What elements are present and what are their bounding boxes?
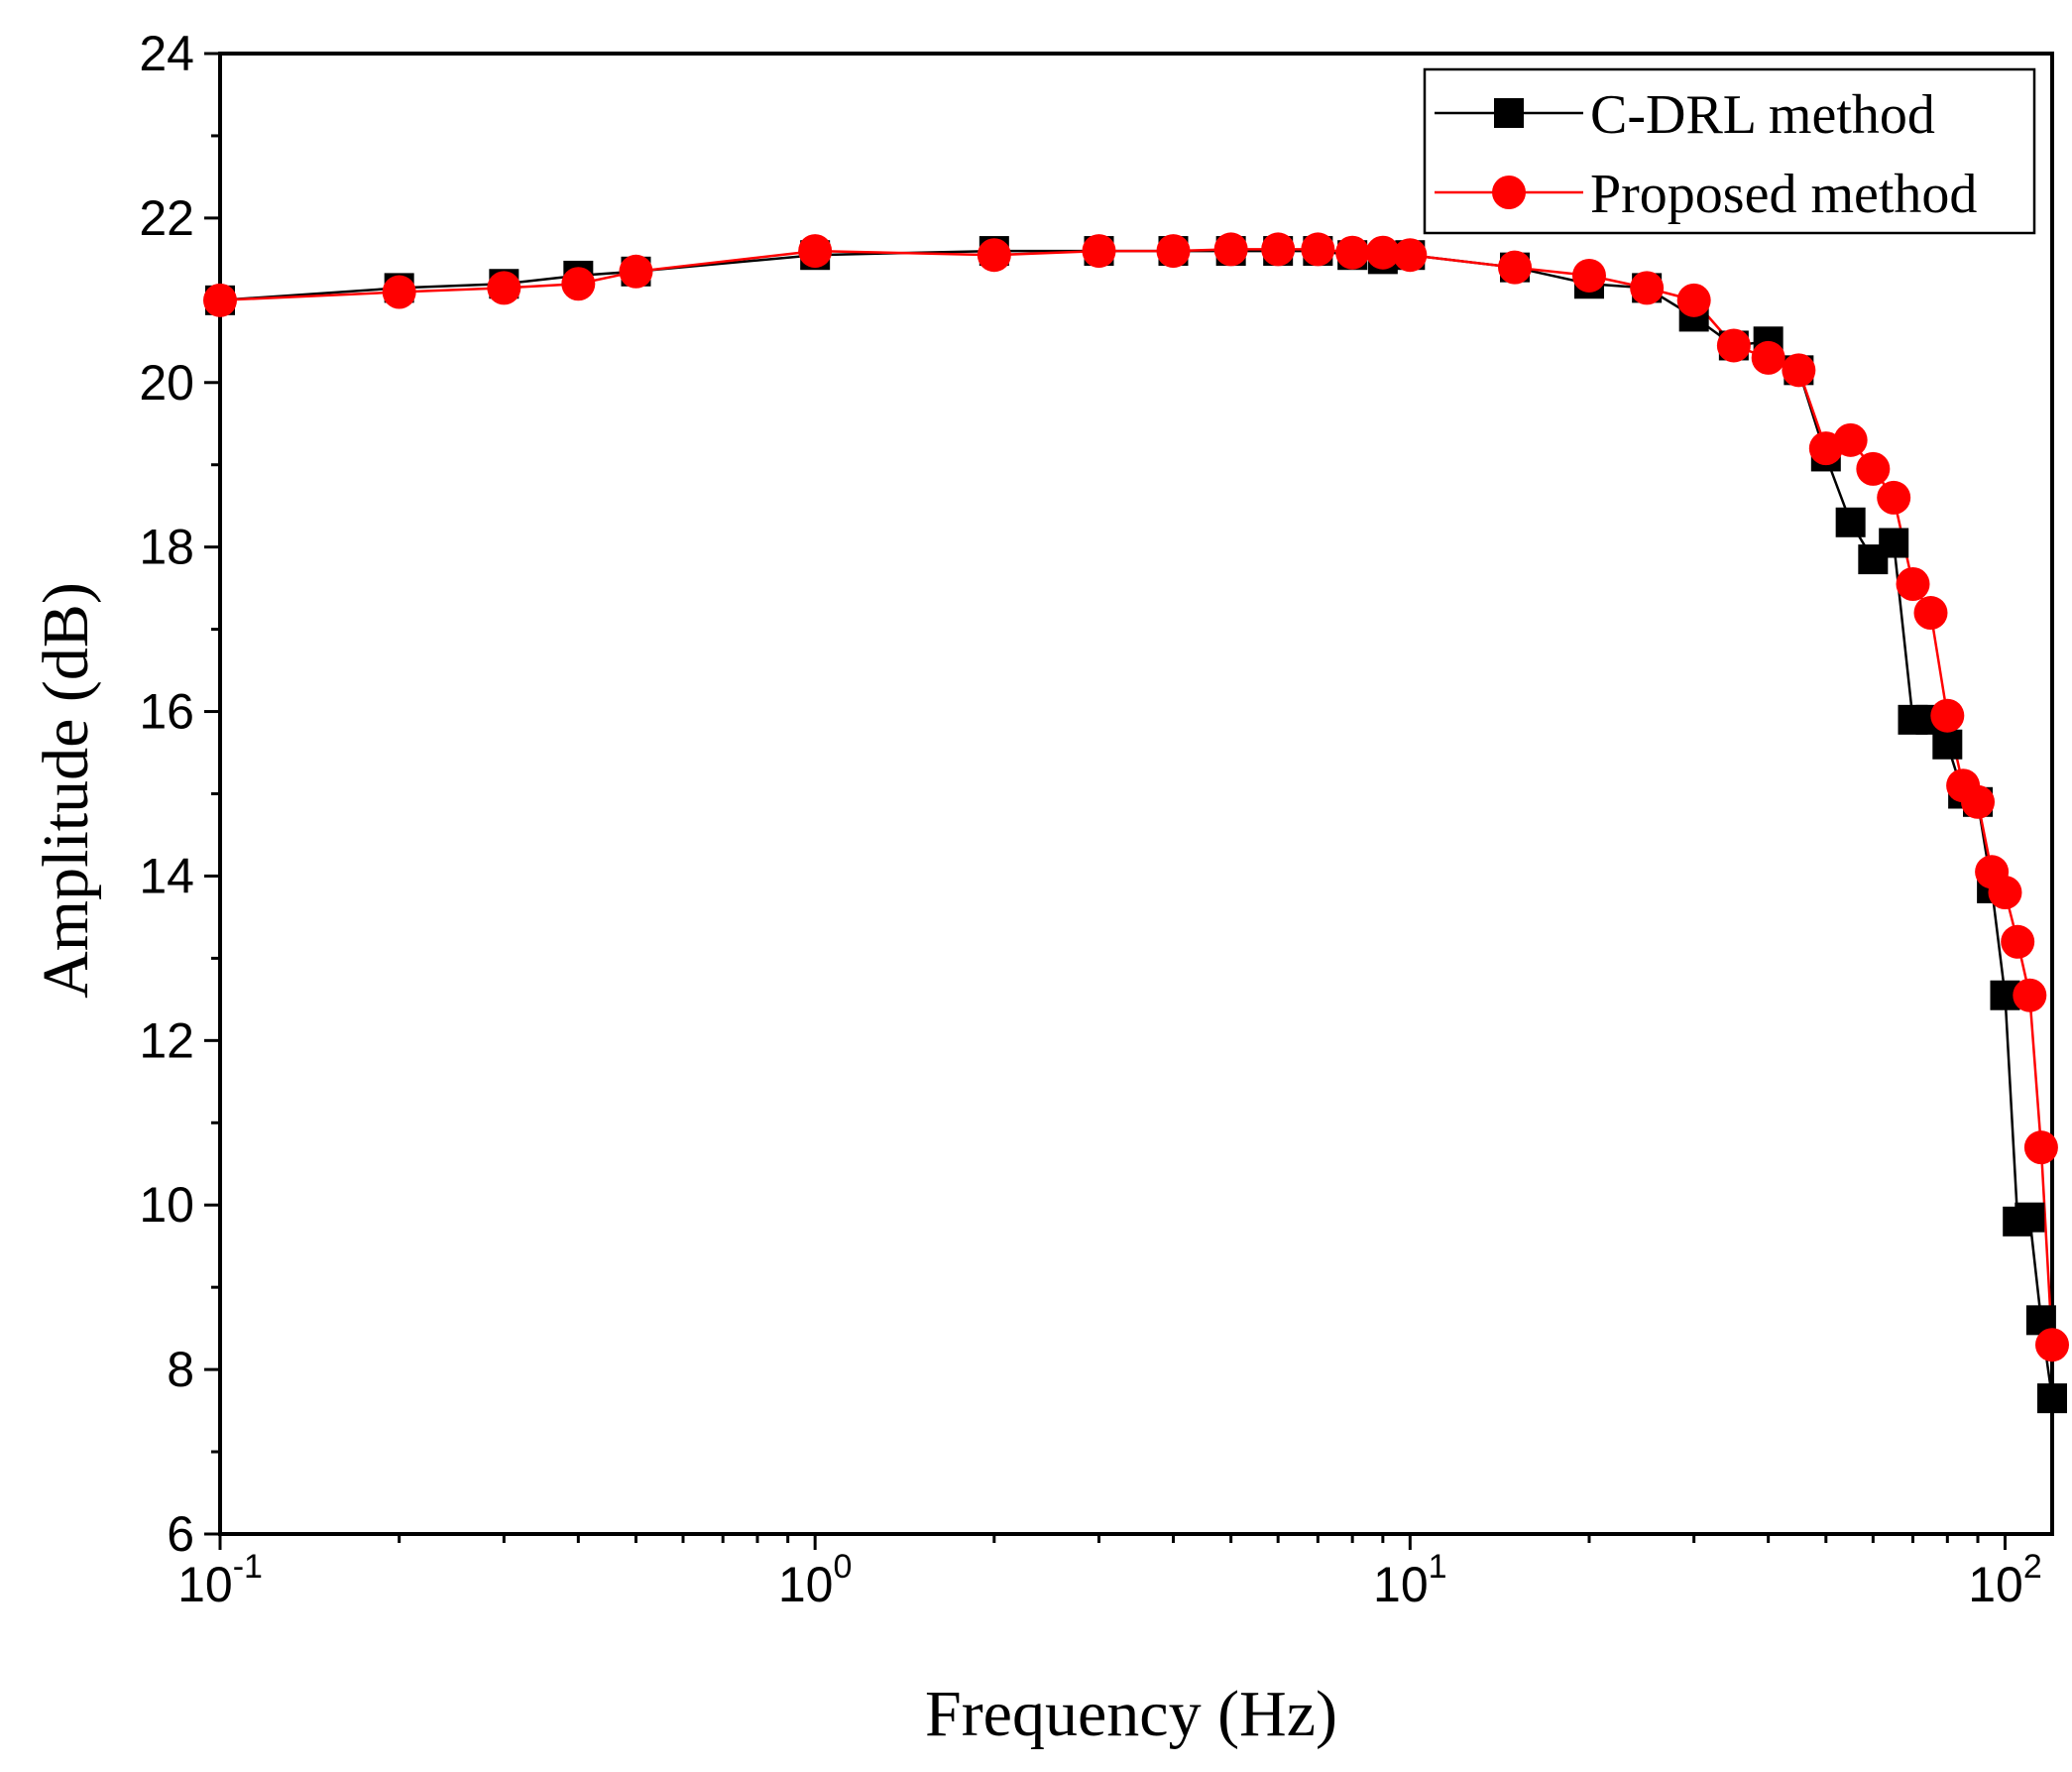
data-point-proposed xyxy=(798,234,833,269)
data-point-c-drl xyxy=(1932,729,1963,760)
y-axis-title: Amplitude (dB) xyxy=(30,582,102,999)
data-point-proposed xyxy=(977,238,1011,273)
data-point-proposed xyxy=(1930,698,1965,733)
data-point-proposed xyxy=(1213,232,1248,267)
data-point-proposed xyxy=(1751,340,1785,375)
data-point-proposed xyxy=(1913,596,1948,631)
series-layer xyxy=(203,232,2069,1414)
data-point-proposed xyxy=(1498,250,1533,285)
data-point-proposed xyxy=(1335,235,1370,270)
x-axis-title: Frequency (Hz) xyxy=(925,1678,1337,1750)
y-axis: 6 8 10 12 14 16 18 20 22 24 xyxy=(139,26,220,1562)
data-point-proposed xyxy=(203,283,237,317)
data-point-c-drl xyxy=(2014,1202,2045,1233)
y-tick-label: 14 xyxy=(139,848,194,903)
data-point-proposed xyxy=(2001,924,2035,959)
x-tick-exponent: -1 xyxy=(233,1548,263,1586)
legend: C-DRL method Proposed method xyxy=(1423,67,2036,235)
data-point-proposed xyxy=(1676,283,1711,317)
data-point-proposed xyxy=(382,275,416,309)
legend-box xyxy=(1423,67,2036,235)
data-point-proposed xyxy=(1393,238,1428,273)
legend-label-proposed: Proposed method xyxy=(1590,164,1977,225)
x-tick-exponent: 2 xyxy=(2023,1548,2042,1586)
data-point-proposed xyxy=(1301,232,1335,267)
data-point-proposed xyxy=(1571,258,1606,293)
data-point-proposed xyxy=(1961,784,1996,819)
data-point-proposed xyxy=(619,254,653,289)
data-point-proposed xyxy=(1877,480,1911,515)
y-tick-label: 16 xyxy=(139,684,194,740)
y-tick-label: 10 xyxy=(139,1177,194,1233)
y-tick-label: 8 xyxy=(167,1342,194,1397)
data-point-proposed xyxy=(1082,234,1116,269)
y-tick-label: 22 xyxy=(139,190,194,246)
data-point-c-drl xyxy=(1835,507,1866,537)
legend-marker-c-drl xyxy=(1494,98,1524,128)
y-tick-label: 20 xyxy=(139,355,194,411)
data-point-proposed xyxy=(1896,566,1930,601)
data-point-proposed xyxy=(487,271,521,305)
data-point-proposed xyxy=(1833,422,1868,457)
data-point-proposed xyxy=(1716,328,1751,363)
data-point-proposed xyxy=(2023,1130,2058,1165)
y-tick-label: 18 xyxy=(139,520,194,575)
y-tick-label: 12 xyxy=(139,1012,194,1068)
data-point-proposed xyxy=(2013,978,2047,1012)
data-point-proposed xyxy=(1261,232,1296,267)
data-point-proposed xyxy=(1856,451,1891,486)
data-point-proposed xyxy=(1156,234,1191,269)
data-point-proposed xyxy=(561,267,596,301)
x-tick-exponent: 0 xyxy=(834,1548,853,1586)
data-point-proposed xyxy=(1988,876,2022,910)
data-point-c-drl xyxy=(1879,528,1909,558)
legend-label-c-drl: C-DRL method xyxy=(1590,84,1935,146)
data-point-proposed xyxy=(1782,353,1816,388)
data-point-c-drl xyxy=(2037,1383,2067,1414)
data-point-proposed xyxy=(1365,235,1400,270)
legend-marker-proposed xyxy=(1492,176,1526,209)
data-point-proposed xyxy=(1630,271,1665,305)
y-tick-label: 6 xyxy=(167,1506,194,1562)
data-point-proposed xyxy=(2035,1328,2069,1362)
x-tick-exponent: 1 xyxy=(1429,1548,1447,1586)
y-tick-label: 24 xyxy=(139,26,194,81)
